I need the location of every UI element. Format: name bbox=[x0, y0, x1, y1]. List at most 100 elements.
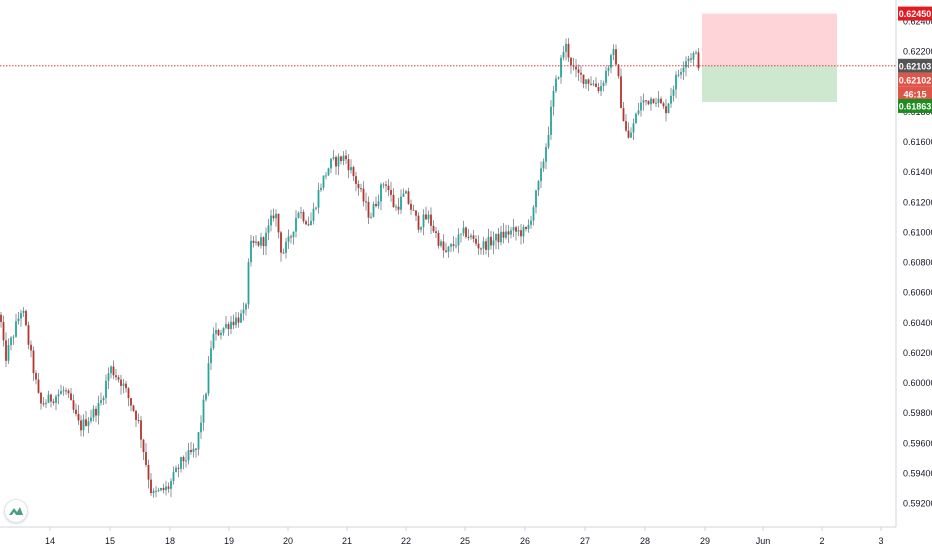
candle-body bbox=[427, 214, 430, 220]
x-tick-label: 27 bbox=[580, 536, 590, 546]
candle-body bbox=[675, 74, 677, 90]
candle-body bbox=[75, 409, 77, 414]
candle-body bbox=[480, 248, 482, 250]
candle-body bbox=[625, 121, 627, 131]
candle-body bbox=[630, 132, 632, 138]
candle-body bbox=[485, 241, 487, 250]
candle-body bbox=[615, 49, 617, 65]
candle-body bbox=[257, 241, 260, 246]
candle-body bbox=[117, 377, 120, 380]
candle-body bbox=[62, 390, 65, 392]
candle-body bbox=[70, 393, 72, 401]
candle-body bbox=[270, 215, 272, 226]
candle-body bbox=[410, 203, 412, 210]
current-price-label: 0.62103 bbox=[898, 58, 932, 73]
candle-body bbox=[205, 393, 207, 400]
candle-body bbox=[337, 156, 340, 167]
candle-body bbox=[435, 231, 437, 233]
candle-body bbox=[72, 400, 75, 410]
candle-body bbox=[222, 327, 225, 333]
candle-body bbox=[620, 76, 622, 109]
candle-body bbox=[327, 168, 330, 176]
candle-body bbox=[415, 210, 417, 216]
candle-body bbox=[277, 213, 280, 233]
candle-body bbox=[0, 314, 2, 322]
candle-body bbox=[545, 147, 547, 162]
candle-body bbox=[367, 201, 370, 218]
candle-body bbox=[7, 345, 10, 361]
candle-body bbox=[687, 58, 690, 62]
candle-body bbox=[130, 398, 132, 406]
candle-body bbox=[557, 77, 560, 79]
candle-body bbox=[225, 324, 227, 328]
candle-body bbox=[365, 201, 367, 203]
candle-body bbox=[412, 209, 415, 211]
candle-body bbox=[17, 318, 20, 322]
candle-body bbox=[167, 486, 170, 489]
take-profit-price-label-text: 0.62450 bbox=[899, 9, 932, 19]
candle-body bbox=[500, 231, 502, 243]
candle-body bbox=[182, 457, 185, 462]
candle-countdown-label-bg bbox=[898, 86, 932, 101]
candle-body bbox=[82, 419, 85, 431]
candle-body bbox=[610, 55, 612, 68]
candle-body bbox=[252, 240, 255, 243]
candle-body bbox=[135, 410, 137, 421]
candle-body bbox=[587, 79, 590, 84]
candle-body bbox=[77, 413, 80, 421]
logo-badge[interactable] bbox=[4, 499, 28, 523]
candle-body bbox=[237, 317, 240, 323]
candle-body bbox=[197, 432, 200, 450]
candle-body bbox=[247, 262, 250, 305]
candle-body bbox=[200, 422, 202, 433]
candle-body bbox=[25, 310, 27, 326]
candle-body bbox=[242, 309, 245, 314]
x-tick-label: Jun bbox=[756, 536, 771, 546]
x-axis-ticks: 14 15 18 19 20 21 22 25 26 27 28 29 Jun 2 3 bbox=[45, 527, 884, 546]
y-tick-label: 0.62400 bbox=[903, 17, 932, 27]
candle-body bbox=[475, 238, 477, 244]
candle-body bbox=[292, 231, 295, 238]
candle-body bbox=[262, 237, 265, 247]
candle-body bbox=[680, 72, 682, 75]
candle-body bbox=[255, 241, 257, 243]
candle-body bbox=[520, 230, 522, 237]
candle-body bbox=[442, 241, 445, 251]
candle-body bbox=[402, 193, 405, 197]
candle-body bbox=[42, 403, 45, 405]
candle-body bbox=[590, 83, 592, 85]
candle-body bbox=[360, 188, 362, 190]
x-tick-label: 20 bbox=[283, 536, 293, 546]
candle-body bbox=[635, 113, 637, 124]
candle-body bbox=[295, 217, 297, 232]
candle-body bbox=[230, 321, 232, 330]
take-profit-zone bbox=[702, 13, 837, 66]
candle-body bbox=[617, 64, 620, 77]
candle-body bbox=[30, 344, 32, 351]
candle-body bbox=[567, 43, 570, 58]
x-tick-label: 29 bbox=[700, 536, 710, 546]
candle-body bbox=[377, 201, 380, 207]
tradingview-logo-icon bbox=[9, 507, 23, 515]
candle-body bbox=[27, 325, 30, 345]
candle-body bbox=[425, 214, 427, 220]
candle-body bbox=[5, 340, 7, 361]
candle-body bbox=[407, 191, 410, 204]
candle-body bbox=[202, 399, 205, 423]
candle-body bbox=[140, 420, 142, 440]
candle-body bbox=[315, 207, 317, 209]
candle-body bbox=[180, 457, 182, 469]
candle-body bbox=[175, 467, 177, 473]
candle-body bbox=[260, 237, 262, 246]
candle-body bbox=[272, 215, 275, 219]
candle-body bbox=[15, 321, 17, 337]
candle-body bbox=[420, 227, 422, 230]
candle-body bbox=[447, 246, 450, 252]
candle-body bbox=[515, 227, 517, 232]
candle-body bbox=[310, 220, 312, 226]
